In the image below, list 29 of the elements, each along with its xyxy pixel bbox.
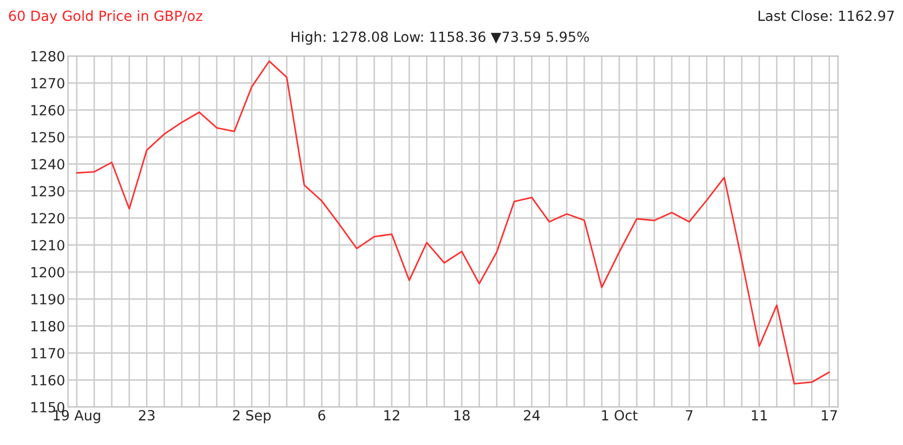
text: Last Close: 1162.97 (758, 10, 894, 22)
y-tick-label: 1240 (31, 158, 64, 170)
y-tick-label: 1180 (31, 320, 64, 332)
y-tick-label: 1170 (31, 348, 64, 358)
y-tick-label: 1160 (31, 374, 64, 386)
x-tick-label: 18 (454, 410, 470, 421)
y-tick-label: 1230 (31, 186, 64, 196)
y-tick-label: 1200 (31, 266, 64, 278)
x-tick-label: 7 (686, 410, 692, 420)
y-tick-label: 1270 (31, 78, 64, 88)
line-series (76, 60, 830, 385)
chart-title: 60 Day Gold Price in GBP/oz (8, 10, 202, 24)
y-tick-label: 1280 (31, 50, 64, 62)
x-tick-label: 6 (318, 410, 326, 421)
x-tick-label: 11 (752, 410, 767, 420)
x-tick-label: 1 Oct (602, 410, 638, 421)
y-tick-label: 1210 (31, 240, 64, 250)
x-tick-label: 17 (822, 410, 837, 420)
x-tick-label: 23 (138, 410, 154, 421)
y-tick-label: 1150 (31, 402, 64, 412)
y-tick-label: 1250 (31, 132, 64, 142)
y-tick-label: 1220 (31, 212, 64, 224)
y-tick-label: 1190 (31, 294, 64, 304)
y-tick-label: 1260 (31, 104, 64, 116)
x-tick-label: 2 Sep (233, 410, 271, 424)
x-tick-label: 12 (384, 410, 400, 420)
chart-subtitle: High: 1278.08 Low: 1158.36 ▼73.59 5.95% (292, 31, 589, 45)
x-tick-label: 24 (524, 410, 540, 420)
x-tick-label: 19 Aug (54, 410, 100, 424)
